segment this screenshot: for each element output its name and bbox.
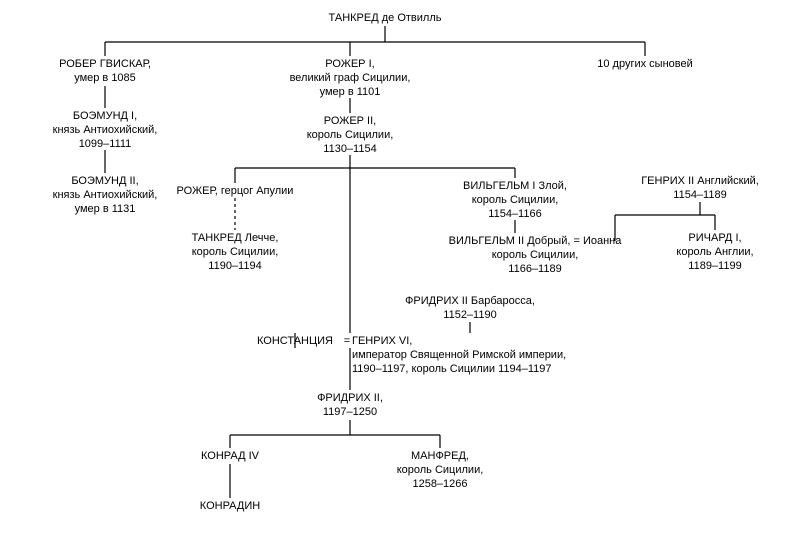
node-const: КОНСТАНЦИЯ	[245, 335, 345, 349]
node-tancred: ТАНКРЕД де Отвилль	[300, 12, 470, 26]
node-henry6: ГЕНРИХ VI, император Священной Римской и…	[352, 335, 682, 376]
node-will1: ВИЛЬГЕЛЬМ I Злой, король Сицилии, 1154–1…	[430, 180, 600, 221]
node-manfred: МАНФРЕД, король Сицилии, 1258–1266	[360, 450, 520, 491]
node-tlecce: ТАНКРЕД Лечче, король Сицилии, 1190–1194	[155, 232, 315, 273]
node-tensons: 10 других сыновей	[565, 58, 725, 72]
node-richard: РИЧАРД I, король Англии, 1189–1199	[640, 232, 790, 273]
node-konrad4: КОНРАД IV	[175, 450, 285, 464]
node-henry2: ГЕНРИХ II Английский, 1154–1189	[610, 175, 790, 203]
node-boh1: БОЭМУНД I, князь Антиохийский, 1099–1111	[30, 110, 180, 151]
node-rogerap: РОЖЕР, герцог Апулии	[145, 185, 325, 199]
node-konradin: КОНРАДИН	[175, 500, 285, 514]
node-fred2: ФРИДРИХ II, 1197–1250	[280, 392, 420, 420]
node-barb: ФРИДРИХ II Барбаросса, 1152–1190	[370, 295, 570, 323]
node-robert: РОБЕР ГВИСКАР, умер в 1085	[30, 58, 180, 86]
node-roger2: РОЖЕР II, король Сицилии, 1130–1154	[265, 115, 435, 156]
node-will2: ВИЛЬГЕЛЬМ II Добрый, = Иоанна король Сиц…	[410, 235, 660, 276]
node-roger1: РОЖЕР I, великий граф Сицилии, умер в 11…	[265, 58, 435, 99]
